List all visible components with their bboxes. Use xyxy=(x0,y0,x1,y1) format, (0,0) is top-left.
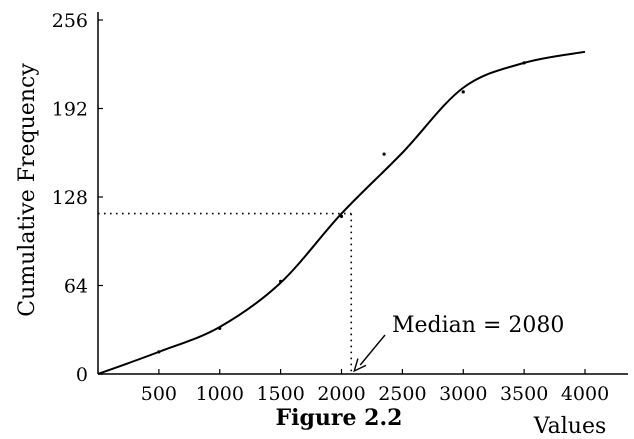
median-label: Median = 2080 xyxy=(392,313,564,338)
median-guides xyxy=(98,212,353,374)
data-point xyxy=(339,214,344,218)
data-point xyxy=(461,90,465,94)
axes xyxy=(97,12,628,375)
median-arrow-head xyxy=(353,358,367,373)
y-tick-label: 128 xyxy=(52,187,88,209)
series xyxy=(97,50,586,375)
data-point xyxy=(279,279,283,283)
x-ticks: 500 1000 1500 2000 2500 3000 3500 4000 xyxy=(141,369,609,405)
y-tick-label: 64 xyxy=(64,276,88,298)
x-axis-label: Values xyxy=(533,414,607,439)
x-tick-label: 500 xyxy=(141,383,177,405)
data-point xyxy=(522,61,526,65)
data-point xyxy=(218,326,222,330)
x-tick-label: 2000 xyxy=(317,383,365,405)
y-tick-label: 0 xyxy=(76,364,88,386)
x-tick-label: 4000 xyxy=(561,383,609,405)
y-axis-label: Cumulative Frequency xyxy=(15,63,40,317)
figure-caption: Figure 2.2 xyxy=(276,405,403,431)
x-tick-label: 1000 xyxy=(196,383,244,405)
data-point xyxy=(382,152,386,156)
y-ticks: 0 64 128 192 256 xyxy=(52,10,103,386)
x-tick-label: 2500 xyxy=(378,383,426,405)
y-tick-label: 256 xyxy=(52,10,88,32)
median-arrow-shaft xyxy=(359,334,386,366)
x-tick-label: 3000 xyxy=(439,383,487,405)
x-tick-label: 1500 xyxy=(256,383,304,405)
median-annotation: Median = 2080 xyxy=(353,313,564,373)
x-tick-label: 3500 xyxy=(500,383,548,405)
data-point xyxy=(157,350,161,354)
y-tick-label: 192 xyxy=(52,99,88,121)
cumulative-frequency-curve xyxy=(97,50,586,375)
